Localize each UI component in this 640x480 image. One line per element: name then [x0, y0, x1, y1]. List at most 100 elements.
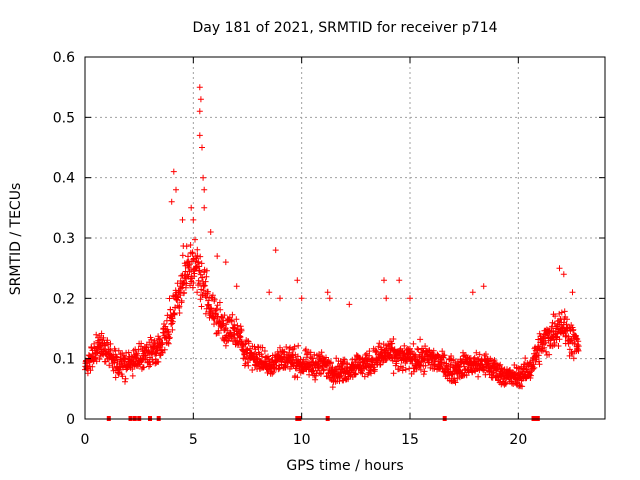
data-point	[231, 321, 238, 328]
data-point	[107, 340, 114, 347]
data-point	[565, 333, 572, 340]
data-point	[178, 272, 185, 279]
data-point	[129, 366, 136, 373]
data-point	[406, 365, 413, 372]
data-point	[391, 346, 398, 353]
data-point	[188, 204, 195, 211]
data-point	[122, 355, 129, 362]
data-point	[113, 353, 120, 360]
data-point	[104, 337, 111, 344]
data-point	[261, 348, 268, 354]
data-point	[194, 259, 201, 266]
data-point	[366, 348, 373, 355]
data-point	[259, 353, 266, 360]
data-point	[320, 366, 327, 373]
data-point	[539, 347, 546, 354]
data-point	[115, 347, 122, 354]
data-point	[173, 186, 179, 193]
data-point	[203, 294, 210, 301]
data-point	[393, 360, 400, 367]
x-tick-label: 15	[401, 432, 419, 448]
data-point	[371, 366, 378, 373]
data-point	[361, 373, 368, 380]
data-point	[194, 252, 201, 259]
data-point	[129, 372, 136, 379]
data-point	[561, 308, 568, 315]
data-point	[237, 323, 244, 330]
data-point	[203, 273, 210, 280]
data-point	[157, 336, 164, 342]
data-point	[346, 301, 353, 308]
data-point	[551, 340, 558, 346]
data-point	[222, 259, 229, 266]
data-point	[197, 96, 204, 103]
data-point	[570, 326, 577, 333]
data-point	[179, 252, 186, 259]
data-point	[245, 362, 252, 369]
data-point	[381, 277, 387, 284]
data-point	[189, 249, 196, 256]
data-point	[345, 376, 352, 383]
data-point	[298, 295, 305, 302]
data-point	[555, 343, 562, 349]
data-point	[198, 260, 205, 267]
data-point	[312, 376, 319, 383]
data-point	[471, 354, 478, 361]
data-point	[112, 374, 119, 381]
data-point	[106, 362, 113, 369]
data-point	[535, 352, 542, 359]
data-point	[401, 342, 408, 349]
data-point	[210, 315, 217, 322]
data-point	[543, 348, 549, 355]
data-point	[94, 349, 101, 356]
data-point	[402, 366, 409, 373]
data-point	[390, 370, 397, 377]
data-point	[476, 351, 483, 358]
data-point	[569, 351, 576, 357]
data-point	[556, 310, 563, 317]
data-point	[199, 144, 205, 151]
data-point	[254, 343, 261, 350]
data-point	[187, 242, 194, 248]
data-point	[182, 275, 189, 282]
data-point	[461, 363, 468, 370]
data-point	[87, 367, 94, 374]
data-point	[338, 372, 345, 379]
data-point	[359, 370, 366, 377]
data-point	[202, 310, 209, 317]
data-point	[564, 316, 570, 323]
y-tick-label: 0.3	[53, 231, 75, 247]
data-point	[427, 364, 434, 371]
data-point	[324, 289, 331, 296]
data-point	[190, 216, 197, 223]
data-point	[539, 341, 546, 348]
data-point	[221, 312, 228, 319]
data-point	[573, 335, 580, 342]
data-point	[169, 326, 176, 333]
data-point	[307, 349, 314, 356]
chart-title: Day 181 of 2021, SRMTID for receiver p71…	[192, 20, 497, 36]
data-point	[556, 265, 563, 272]
data-point	[213, 305, 220, 312]
data-point	[352, 371, 359, 378]
data-point	[181, 289, 188, 296]
data-point	[196, 108, 203, 115]
data-point	[176, 310, 183, 316]
data-point	[259, 344, 266, 351]
data-point	[211, 296, 218, 303]
data-point	[164, 339, 171, 346]
data-point	[394, 355, 401, 362]
data-point	[556, 336, 563, 343]
data-point	[233, 316, 240, 323]
data-point	[422, 362, 429, 369]
data-point	[491, 357, 498, 364]
data-point	[421, 368, 428, 375]
data-point	[148, 336, 155, 343]
data-point	[407, 295, 413, 302]
plot-frame	[84, 56, 606, 420]
data-point	[122, 378, 128, 385]
data-point	[323, 354, 329, 361]
data-point	[430, 347, 437, 354]
data-point	[295, 342, 302, 349]
